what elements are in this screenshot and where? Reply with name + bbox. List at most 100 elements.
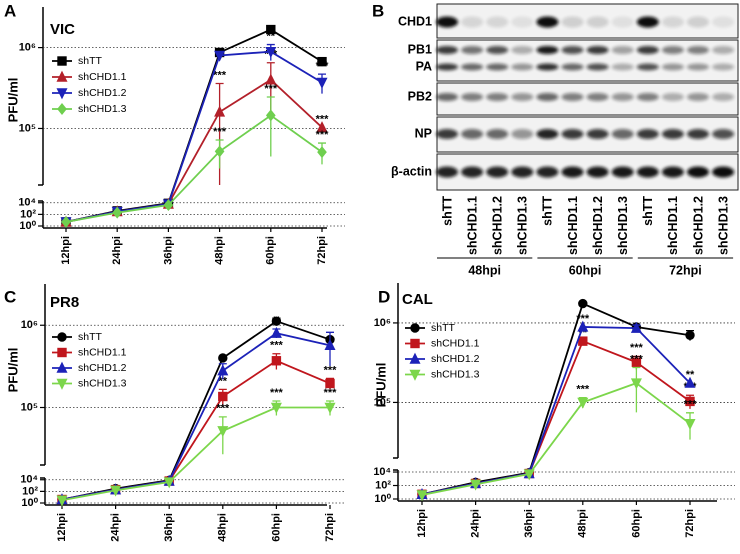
x-tick-label: 48hpi bbox=[577, 509, 589, 538]
legend-label: shCHD1.1 bbox=[78, 71, 127, 83]
significance-label: *** bbox=[324, 387, 338, 399]
blot-lane-label: shCHD1.2 bbox=[490, 196, 504, 255]
blot-band bbox=[561, 129, 584, 139]
legend-label: shCHD1.3 bbox=[431, 368, 480, 380]
legend-marker bbox=[56, 361, 68, 373]
blot-band bbox=[636, 129, 659, 139]
blot-band bbox=[687, 166, 709, 178]
blot-band bbox=[436, 46, 458, 54]
x-tick-label: 72hpi bbox=[324, 513, 336, 542]
blot-band bbox=[536, 63, 559, 71]
significance-label: ** bbox=[579, 327, 588, 339]
blot-row-label: CHD1 bbox=[398, 14, 432, 28]
x-tick-label: 60hpi bbox=[630, 509, 642, 538]
x-tick-label: 12hpi bbox=[56, 513, 68, 542]
y-tick-label: 10⁰ bbox=[21, 497, 38, 509]
y-tick-label: 10² bbox=[20, 208, 36, 220]
point bbox=[316, 77, 328, 89]
significance-label: *** bbox=[316, 113, 330, 125]
blot-band bbox=[687, 93, 709, 101]
blot-band bbox=[461, 63, 484, 71]
blot-band bbox=[486, 166, 509, 178]
legend-label: shCHD1.3 bbox=[78, 377, 127, 389]
blot-band bbox=[436, 129, 458, 139]
blot-band bbox=[636, 166, 659, 178]
blot-band bbox=[611, 166, 634, 178]
point bbox=[684, 419, 696, 431]
legend-label: shTT bbox=[431, 322, 456, 334]
blot-band bbox=[661, 166, 684, 178]
blot-band bbox=[712, 63, 735, 71]
point bbox=[265, 46, 277, 59]
blot-band bbox=[511, 63, 534, 71]
series-line bbox=[65, 78, 323, 223]
blot-group-label: 48hpi bbox=[468, 263, 501, 277]
x-tick-label: 48hpi bbox=[214, 236, 226, 265]
point bbox=[325, 378, 335, 389]
blot-lane-label: shCHD1.3 bbox=[516, 196, 530, 255]
series-line bbox=[421, 382, 691, 496]
blot-band bbox=[461, 166, 484, 178]
blot-group-label: 72hpi bbox=[669, 263, 702, 277]
blot-band bbox=[611, 93, 634, 101]
blot-band bbox=[486, 46, 509, 54]
y-tick-label: 10⁰ bbox=[19, 220, 36, 232]
panel-letter: B bbox=[372, 1, 384, 20]
blot-row-label: PA bbox=[416, 59, 432, 73]
y-axis-label: PFU/ml bbox=[373, 363, 388, 408]
legend-marker bbox=[410, 323, 420, 333]
y-tick-label: 10⁶ bbox=[19, 41, 36, 53]
legend-marker bbox=[57, 103, 67, 115]
blot-band bbox=[611, 16, 634, 28]
x-tick-label: 12hpi bbox=[416, 509, 428, 538]
significance-label: *** bbox=[213, 69, 227, 81]
legend-label: shCHD1.2 bbox=[78, 362, 127, 374]
point bbox=[56, 495, 68, 507]
blot-lane-label: shCHD1.1 bbox=[666, 196, 680, 255]
blot-lane-label: shCHD1.1 bbox=[566, 196, 580, 255]
point bbox=[266, 24, 276, 35]
point bbox=[270, 326, 282, 338]
y-tick-label: 10⁴ bbox=[20, 474, 38, 486]
blot-lane-label: shTT bbox=[541, 196, 555, 226]
blot-band bbox=[536, 93, 559, 101]
point bbox=[630, 321, 642, 333]
blot-band bbox=[461, 46, 484, 54]
blot-band bbox=[661, 63, 684, 71]
point bbox=[214, 105, 226, 117]
point bbox=[578, 336, 588, 346]
significance-label: *** bbox=[316, 60, 330, 72]
x-tick-label: 36hpi bbox=[163, 513, 175, 542]
chart-title: VIC bbox=[50, 21, 75, 38]
chart-title: CAL bbox=[402, 291, 433, 308]
x-tick-label: 24hpi bbox=[110, 513, 122, 542]
blot-band bbox=[636, 63, 659, 71]
chart-title: PR8 bbox=[50, 294, 79, 311]
legend-marker bbox=[56, 378, 68, 390]
legend-marker bbox=[409, 352, 421, 364]
point bbox=[416, 490, 428, 502]
blot-band bbox=[712, 46, 735, 54]
blot-band bbox=[536, 166, 559, 178]
x-tick-label: 24hpi bbox=[111, 236, 123, 265]
blot-band bbox=[436, 93, 458, 101]
blot-band bbox=[561, 63, 584, 71]
y-tick-label: 10² bbox=[375, 479, 391, 491]
legend-marker bbox=[57, 332, 67, 342]
blot-lane-label: shCHD1.3 bbox=[716, 196, 730, 255]
point bbox=[317, 56, 327, 67]
x-tick-label: 60hpi bbox=[265, 236, 277, 265]
x-tick-label: 60hpi bbox=[270, 513, 282, 542]
error-bar bbox=[632, 366, 641, 413]
blot-row-label: β-actin bbox=[391, 164, 432, 178]
significance-label: ** bbox=[267, 30, 276, 42]
point bbox=[317, 146, 327, 159]
significance-label: *** bbox=[576, 313, 590, 325]
blot-band bbox=[536, 16, 559, 28]
blot-band bbox=[486, 16, 509, 28]
blot-band bbox=[561, 93, 584, 101]
y-axis-label: PFU/ml bbox=[5, 78, 20, 123]
x-tick-label: 48hpi bbox=[217, 513, 229, 542]
point bbox=[163, 477, 175, 489]
point bbox=[61, 215, 71, 228]
